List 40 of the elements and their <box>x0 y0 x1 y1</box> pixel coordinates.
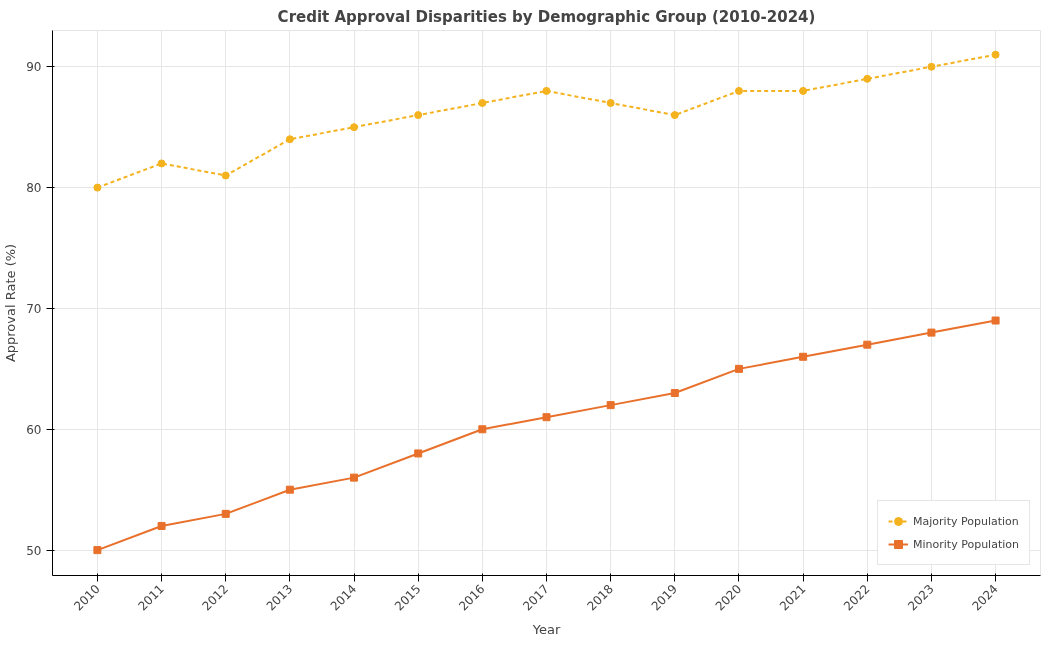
point <box>670 111 679 120</box>
y-axis-title: Approval Rate (%) <box>3 243 19 363</box>
point <box>221 171 230 180</box>
point <box>927 62 936 71</box>
point <box>478 99 487 107</box>
point <box>734 86 743 95</box>
y-tick-label: 60 <box>26 422 42 437</box>
point <box>670 389 679 398</box>
point <box>93 183 102 192</box>
point <box>285 135 294 144</box>
point <box>734 364 743 373</box>
point <box>478 425 487 434</box>
point <box>157 159 166 168</box>
point <box>221 509 230 518</box>
point <box>350 473 359 482</box>
y-tick-label: 70 <box>26 301 42 316</box>
legend-label: Minority Population <box>913 537 1019 551</box>
point <box>93 546 102 555</box>
point <box>991 316 1000 325</box>
chart-title: Credit Approval Disparities by Demographic Group (2010-2024) <box>277 7 816 26</box>
point <box>799 86 808 95</box>
point <box>157 521 166 530</box>
point <box>927 328 936 337</box>
point <box>414 449 423 458</box>
legend-label: Majority Population <box>913 514 1019 528</box>
point <box>991 50 1000 59</box>
point <box>285 485 294 494</box>
point <box>542 86 551 95</box>
x-axis-title: Year <box>531 622 561 638</box>
point <box>606 99 615 107</box>
y-tick-label: 90 <box>26 60 42 75</box>
y-tick-label: 50 <box>26 543 42 558</box>
point <box>863 340 872 349</box>
point <box>542 413 551 422</box>
point <box>606 401 615 410</box>
point <box>799 352 808 361</box>
point <box>414 111 423 120</box>
point <box>863 74 872 83</box>
point <box>350 123 359 132</box>
y-tick-label: 80 <box>26 181 42 196</box>
